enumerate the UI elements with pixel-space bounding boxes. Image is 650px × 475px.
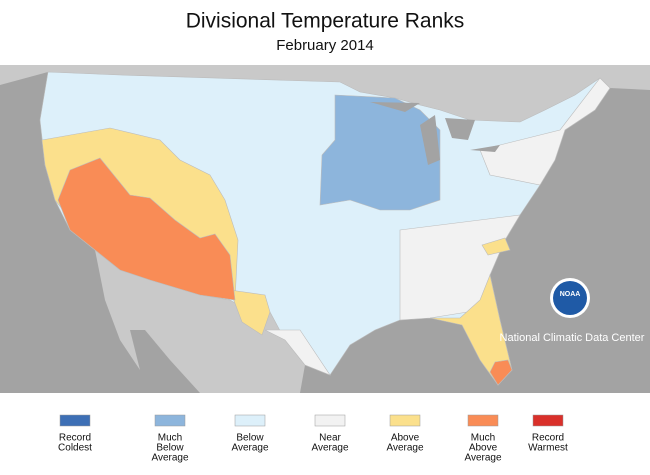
legend-label: Warmest	[528, 443, 568, 454]
canada	[0, 65, 650, 122]
legend-label: Much	[158, 433, 182, 444]
northeast-near	[479, 77, 611, 186]
legend-label: Average	[464, 453, 502, 464]
legend-swatch	[154, 414, 186, 427]
legend: RecordColdestMuchBelowAverageBelowAverag…	[58, 414, 568, 464]
subtitle: February 2014	[276, 37, 374, 54]
legend-label: Above	[469, 443, 498, 454]
texas-above	[229, 289, 271, 336]
legend-label: Average	[231, 443, 269, 454]
title: Divisional Temperature Ranks	[186, 10, 465, 33]
mexico	[95, 250, 305, 393]
legend-label: Coldest	[58, 443, 92, 454]
legend-label: Much	[471, 433, 495, 444]
logo-text: NOAA	[560, 291, 581, 298]
florida-much-above	[489, 359, 513, 386]
legend-swatch	[467, 414, 499, 427]
florida-above	[429, 273, 513, 386]
legend-label: Record	[59, 433, 91, 444]
logo-disc	[553, 281, 587, 315]
carolina-above	[481, 237, 511, 256]
legend-swatch	[532, 414, 564, 427]
great-lakes	[370, 102, 500, 165]
legend-label: Near	[319, 433, 341, 444]
legend-label: Average	[386, 443, 424, 454]
texas-near	[264, 329, 331, 376]
legend-label: Below	[236, 433, 264, 444]
credit: National Climatic Data Center	[500, 332, 645, 344]
legend-swatch	[59, 414, 91, 427]
noaa-logo: NOAA	[550, 278, 590, 318]
legend-label: Below	[156, 443, 184, 454]
legend-label: Average	[311, 443, 349, 454]
midwest-much-below	[319, 94, 441, 211]
legend-swatch	[234, 414, 266, 427]
legend-swatch	[389, 414, 421, 427]
legend-label: Record	[532, 433, 564, 444]
legend-label: Above	[391, 433, 420, 444]
legend-swatch	[314, 414, 346, 427]
legend-label: Average	[151, 453, 189, 464]
southwest-much-above	[57, 157, 236, 301]
map	[0, 65, 650, 393]
